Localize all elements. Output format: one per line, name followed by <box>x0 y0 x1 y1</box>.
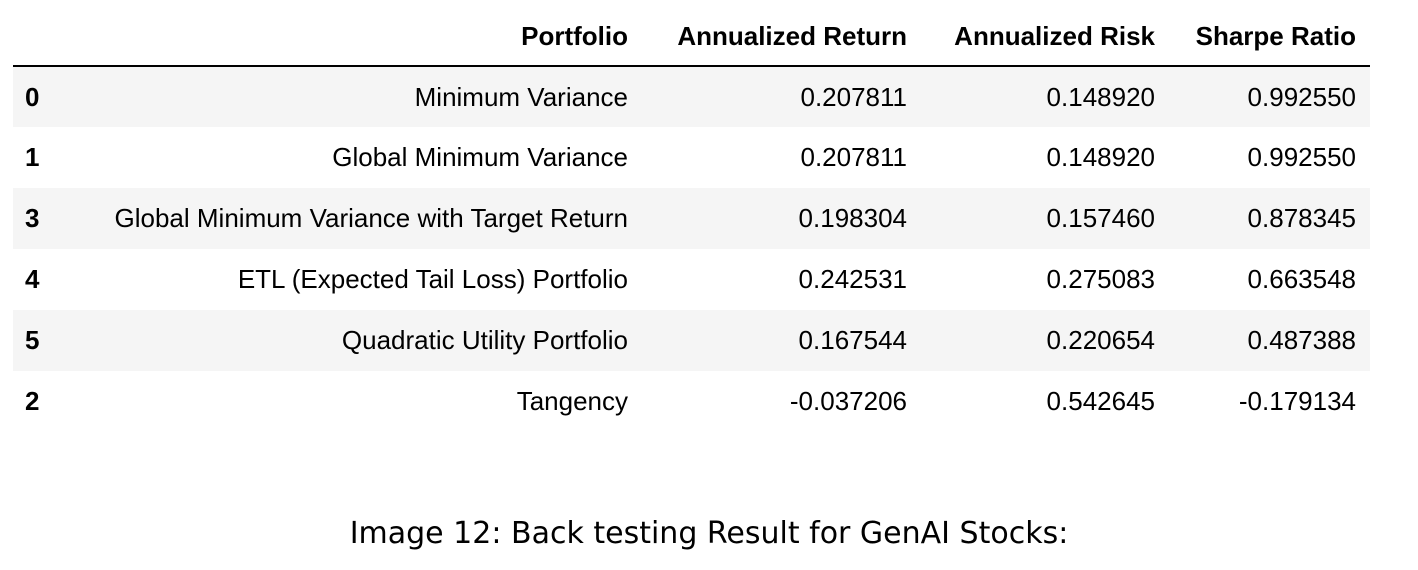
row-index: 1 <box>25 142 40 172</box>
cell-annualized-return: -0.037206 <box>789 386 907 416</box>
cell-portfolio: Global Minimum Variance with Target Retu… <box>114 203 628 233</box>
figure-caption: Image 12: Back testing Result for GenAI … <box>349 516 1069 551</box>
index-header <box>13 8 63 67</box>
table-row: 0 Minimum Variance 0.207811 0.148920 0.9… <box>13 66 1370 127</box>
cell-annualized-risk: 0.220654 <box>1046 325 1155 355</box>
cell-annualized-return: 0.198304 <box>798 203 907 233</box>
table-row: 3 Global Minimum Variance with Target Re… <box>13 188 1370 249</box>
cell-annualized-risk: 0.275083 <box>1046 264 1155 294</box>
column-header-annualized-risk: Annualized Risk <box>921 8 1169 67</box>
cell-sharpe-ratio: 0.663548 <box>1247 264 1356 294</box>
cell-annualized-return: 0.242531 <box>798 264 907 294</box>
cell-sharpe-ratio: 0.992550 <box>1247 81 1356 112</box>
cell-portfolio: Global Minimum Variance <box>332 142 628 172</box>
cell-annualized-risk: 0.542645 <box>1046 386 1155 416</box>
cell-annualized-risk: 0.148920 <box>1046 81 1155 112</box>
header-row: Portfolio Annualized Return Annualized R… <box>13 8 1370 67</box>
column-header-sharpe-ratio: Sharpe Ratio <box>1169 8 1370 67</box>
cell-sharpe-ratio: 0.878345 <box>1247 203 1356 233</box>
table-row: 4 ETL (Expected Tail Loss) Portfolio 0.2… <box>13 249 1370 310</box>
cell-portfolio: ETL (Expected Tail Loss) Portfolio <box>237 264 628 294</box>
cell-portfolio: Tangency <box>516 386 628 416</box>
table-row: 2 Tangency -0.037206 0.542645 -0.179134 <box>13 371 1370 432</box>
table-row: 1 Global Minimum Variance 0.207811 0.148… <box>13 127 1370 188</box>
cell-annualized-risk: 0.148920 <box>1046 142 1155 172</box>
row-index: 3 <box>25 203 40 233</box>
cell-annualized-return: 0.167544 <box>798 325 907 355</box>
cell-sharpe-ratio: 0.992550 <box>1247 142 1356 172</box>
cell-portfolio: Quadratic Utility Portfolio <box>341 325 628 355</box>
table-header: Portfolio Annualized Return Annualized R… <box>13 8 1370 67</box>
cell-annualized-risk: 0.157460 <box>1046 203 1155 233</box>
cell-sharpe-ratio: -0.179134 <box>1238 386 1356 416</box>
table-body: 0 Minimum Variance 0.207811 0.148920 0.9… <box>13 66 1370 432</box>
row-index: 2 <box>25 386 40 416</box>
table-row: 5 Quadratic Utility Portfolio 0.167544 0… <box>13 310 1370 371</box>
column-header-annualized-return: Annualized Return <box>642 8 921 67</box>
cell-sharpe-ratio: 0.487388 <box>1247 325 1356 355</box>
cell-annualized-return: 0.207811 <box>800 81 907 112</box>
results-table: Portfolio Annualized Return Annualized R… <box>13 8 1370 432</box>
row-index: 4 <box>25 264 40 294</box>
row-index: 5 <box>25 325 40 355</box>
cell-portfolio: Minimum Variance <box>414 81 628 112</box>
row-index: 0 <box>25 81 40 112</box>
cell-annualized-return: 0.207811 <box>800 142 907 172</box>
column-header-portfolio: Portfolio <box>63 8 642 67</box>
